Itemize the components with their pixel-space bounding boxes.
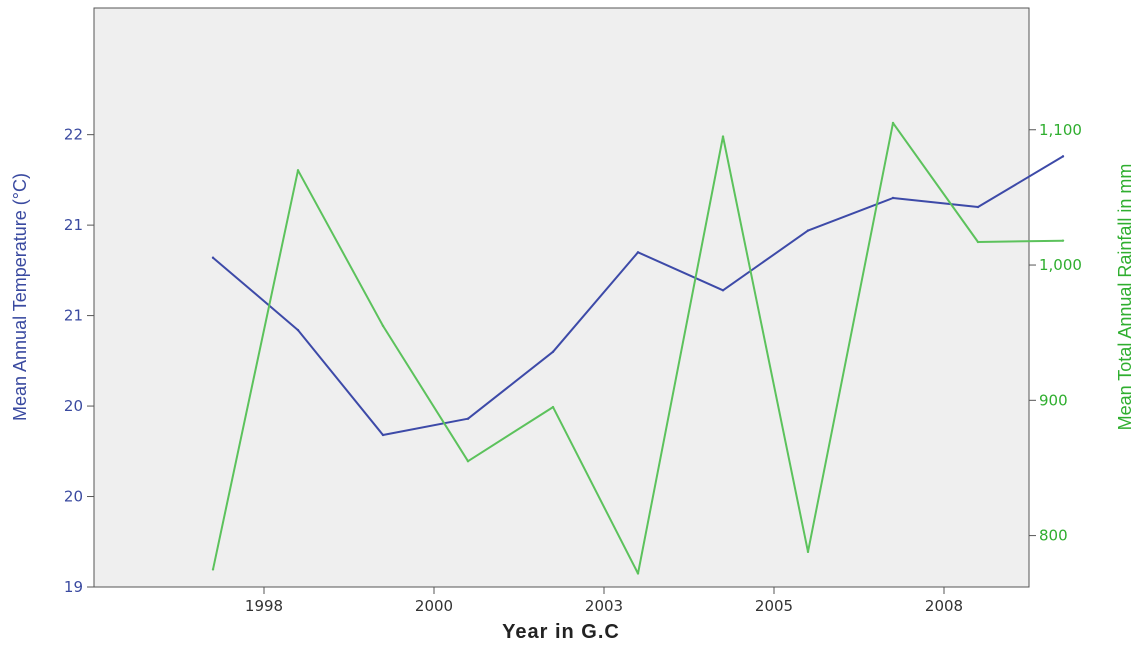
temperature-point — [976, 205, 980, 209]
temperature-point — [636, 251, 640, 254]
rainfall-point — [296, 169, 300, 172]
temperature-point — [296, 328, 300, 332]
rainfall-point — [636, 572, 640, 575]
left-tick-label: 20 — [64, 488, 83, 506]
rainfall-point — [806, 550, 810, 554]
x-tick-label: 1998 — [245, 597, 283, 615]
x-tick-label: 2000 — [415, 597, 453, 615]
left-tick-label: 22 — [64, 126, 83, 144]
rainfall-point — [891, 121, 895, 125]
right-y-axis-label: Mean Total Annual Rainfall in mm — [1115, 164, 1135, 431]
temperature-point — [466, 417, 470, 420]
temperature-point — [1061, 155, 1065, 158]
temperature-point — [721, 289, 725, 292]
right-tick-label: 900 — [1039, 391, 1068, 409]
x-tick-label: 2003 — [585, 597, 623, 615]
rainfall-point — [381, 324, 385, 328]
left-y-axis-ticks: 19 20 20 21 21 22 — [64, 126, 94, 596]
temperature-point — [806, 229, 810, 232]
rainfall-point — [721, 135, 725, 138]
temperature-point — [381, 433, 385, 437]
rainfall-point — [466, 459, 470, 463]
left-tick-label: 19 — [64, 578, 83, 596]
left-y-axis-label: Mean Annual Temperature (°C) — [10, 173, 30, 421]
x-tick-label: 2008 — [925, 597, 963, 615]
x-tick-label: 2005 — [755, 597, 793, 615]
plot-area — [93, 7, 1030, 588]
rainfall-point — [976, 240, 980, 244]
right-y-axis-ticks: 800 900 1,000 1,100 — [1029, 121, 1082, 545]
rainfall-point — [211, 568, 215, 571]
right-tick-label: 800 — [1039, 527, 1068, 545]
left-tick-label: 21 — [64, 307, 83, 325]
temperature-point — [211, 256, 215, 259]
rainfall-point — [1061, 239, 1065, 242]
right-tick-label: 1,000 — [1039, 256, 1082, 274]
rainfall-point — [551, 405, 555, 409]
right-tick-label: 1,100 — [1039, 121, 1082, 139]
x-axis-label: Year in G.C — [502, 621, 620, 643]
x-axis-ticks: 1998 2000 2003 2005 2008 — [245, 587, 963, 615]
left-tick-label: 20 — [64, 397, 83, 415]
left-tick-label: 21 — [64, 216, 83, 234]
temperature-point — [891, 196, 895, 200]
temperature-point — [551, 350, 555, 353]
series-layer — [211, 121, 1065, 575]
